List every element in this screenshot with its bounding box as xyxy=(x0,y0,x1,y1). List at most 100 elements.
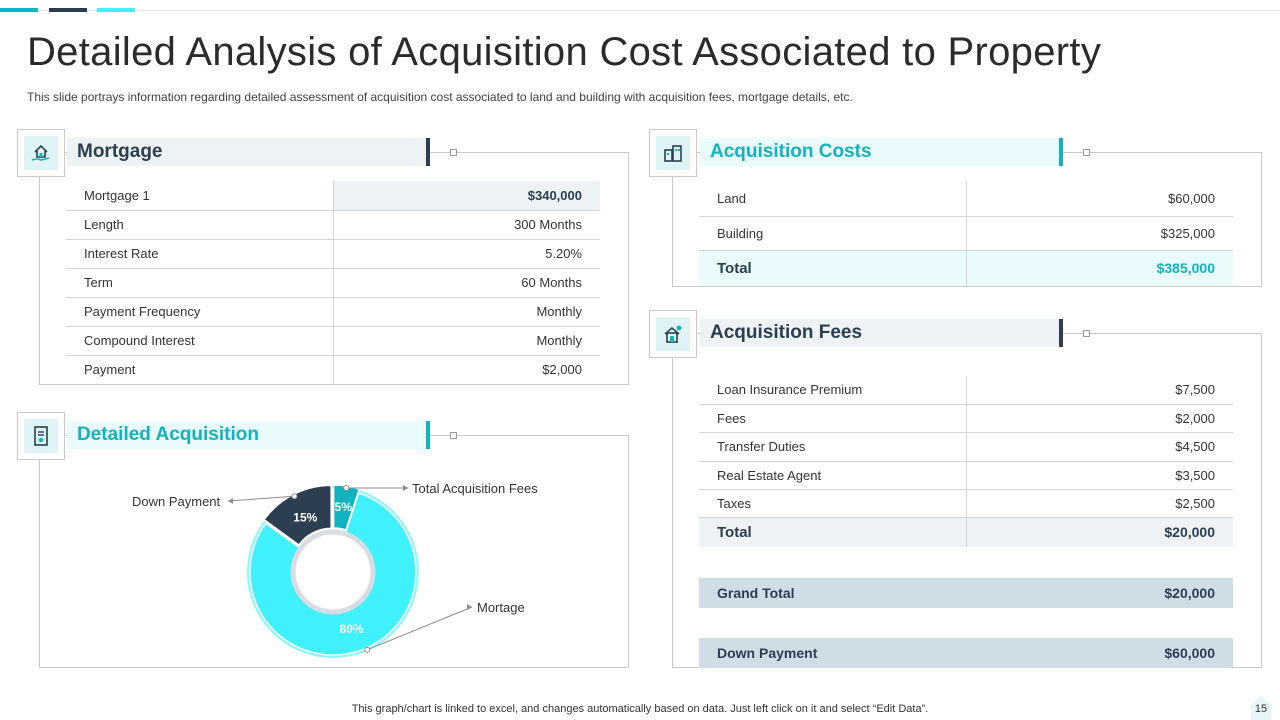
row-value: Monthly xyxy=(333,326,600,356)
legend-total-acquisition-fees: Total Acquisition Fees xyxy=(412,481,538,496)
row-value: $20,000 xyxy=(1164,524,1215,541)
table-row: Total $20,000 xyxy=(699,517,1233,547)
table-row: Taxes $2,500 xyxy=(699,489,1233,518)
acquisition-costs-header-bar xyxy=(1059,138,1063,166)
buildings-icon xyxy=(664,145,682,162)
acquisition-costs-header: Acquisition Costs xyxy=(700,138,1060,166)
house-in-hand-icon xyxy=(31,144,50,161)
acquisition-fees-table: Loan Insurance Premium $7,500 Fees $2,00… xyxy=(699,376,1233,547)
table-row: Term 60 Months xyxy=(66,268,600,298)
table-row: Fees $2,000 xyxy=(699,404,1233,433)
acquisition-fees-heading: Acquisition Fees xyxy=(710,322,863,343)
page-number-badge: 15 xyxy=(1246,694,1276,720)
table-row: Compound Interest Monthly xyxy=(66,326,600,356)
acquisition-costs-icon-box xyxy=(649,129,697,177)
detailed-acquisition-header: Detailed Acquisition xyxy=(67,421,427,449)
acquisition-fees-connector xyxy=(1089,333,1262,334)
row-label: Compound Interest xyxy=(66,326,334,356)
row-value: $2,500 xyxy=(966,489,1233,518)
row-value: $4,500 xyxy=(966,432,1233,462)
legend-down-payment: Down Payment xyxy=(132,494,221,509)
acquisition-fees-header: Acquisition Fees xyxy=(700,319,1060,347)
accent-bar-3 xyxy=(97,8,135,12)
detailed-acquisition-connector xyxy=(456,435,629,436)
row-label: Building xyxy=(699,216,967,251)
acquisition-costs-connector xyxy=(1089,152,1262,153)
row-value: $340,000 xyxy=(333,181,600,211)
legend-mortgage: Mortage xyxy=(477,600,525,615)
row-value: $325,000 xyxy=(966,216,1233,251)
page-title: Detailed Analysis of Acquisition Cost As… xyxy=(27,30,1102,74)
grand-total-label: Grand Total xyxy=(717,585,795,601)
row-value: $2,000 xyxy=(542,362,582,378)
table-row: Land $60,000 xyxy=(699,181,1233,217)
mortgage-connector xyxy=(456,152,629,153)
row-label: Length xyxy=(66,210,334,240)
row-value: 300 Months xyxy=(333,210,600,240)
row-value: $2,000 xyxy=(966,404,1233,433)
row-value: $7,500 xyxy=(966,376,1233,405)
mortgage-header-bar xyxy=(426,138,430,166)
detailed-acquisition-header-bar xyxy=(426,421,430,449)
row-label: Transfer Duties xyxy=(699,432,967,462)
row-value: 60 Months xyxy=(333,268,600,298)
table-row: Payment $2,000 xyxy=(66,355,600,384)
table-row: Length 300 Months xyxy=(66,210,600,240)
acquisition-costs-connector-dot xyxy=(1083,149,1090,156)
table-row: Total $385,000 xyxy=(699,250,1233,286)
table-row: Grand Total $20,000 xyxy=(699,578,1233,608)
mortgage-table: Mortgage 1 $340,000 Length 300 Months In… xyxy=(66,181,600,384)
footer-note: This graph/chart is linked to excel, and… xyxy=(351,703,929,715)
table-row: Real Estate Agent $3,500 xyxy=(699,461,1233,490)
table-row: Interest Rate 5.20% xyxy=(66,239,600,269)
detailed-acquisition-icon-box xyxy=(17,412,65,460)
row-label: Taxes xyxy=(699,489,967,518)
mortgage-header: Mortgage xyxy=(67,138,427,166)
detailed-acquisition-heading: Detailed Acquisition xyxy=(77,424,259,445)
table-row: Mortgage 1 $340,000 xyxy=(66,181,600,211)
document-icon xyxy=(34,426,48,446)
row-label: Payment Frequency xyxy=(66,297,334,327)
house-shape-icon xyxy=(1248,696,1274,720)
table-row: Payment Frequency Monthly xyxy=(66,297,600,327)
acquisition-costs-table: Land $60,000 Building $325,000 Total $38… xyxy=(699,181,1233,286)
row-value: 5.20% xyxy=(333,239,600,269)
row-label: Mortgage 1 xyxy=(66,181,334,211)
row-label: Loan Insurance Premium xyxy=(699,376,967,405)
row-label: Interest Rate xyxy=(66,239,334,269)
mortgage-heading: Mortgage xyxy=(77,141,163,162)
accent-bar-1 xyxy=(0,8,38,12)
row-label: Term xyxy=(66,268,334,298)
row-value: Monthly xyxy=(333,297,600,327)
down-payment-row: Down Payment $60,000 xyxy=(699,638,1233,668)
row-label: Real Estate Agent xyxy=(699,461,967,490)
row-label: Total xyxy=(699,517,967,547)
acquisition-costs-heading: Acquisition Costs xyxy=(710,141,872,162)
detailed-acquisition-connector-dot xyxy=(450,432,457,439)
mortgage-icon-box xyxy=(17,129,65,177)
down-payment-label: Down Payment xyxy=(717,645,818,661)
row-label: Land xyxy=(699,181,967,217)
acquisition-fees-icon-box xyxy=(649,310,697,358)
row-label: Fees xyxy=(699,404,967,433)
table-row: Loan Insurance Premium $7,500 xyxy=(699,376,1233,405)
mortgage-connector-dot xyxy=(450,149,457,156)
row-value: $385,000 xyxy=(1156,260,1215,277)
acquisition-fees-header-bar xyxy=(1059,319,1063,347)
detailed-acquisition-panel xyxy=(39,435,629,668)
accent-bar-2 xyxy=(49,8,87,12)
grand-total-value: $20,000 xyxy=(1164,585,1215,601)
row-label: Total xyxy=(699,250,967,286)
page-number: 15 xyxy=(1254,703,1268,715)
row-label: Payment xyxy=(66,355,334,384)
top-rule xyxy=(0,10,1280,11)
table-row: Down Payment $60,000 xyxy=(699,638,1233,668)
row-value: $60,000 xyxy=(966,181,1233,217)
page-subtitle: This slide portrays information regardin… xyxy=(27,90,853,104)
down-payment-value: $60,000 xyxy=(1164,645,1215,661)
table-row: Transfer Duties $4,500 xyxy=(699,432,1233,462)
grand-total-row: Grand Total $20,000 xyxy=(699,578,1233,608)
row-value: $3,500 xyxy=(966,461,1233,490)
acquisition-fees-connector-dot xyxy=(1083,330,1090,337)
table-row: Building $325,000 xyxy=(699,216,1233,251)
